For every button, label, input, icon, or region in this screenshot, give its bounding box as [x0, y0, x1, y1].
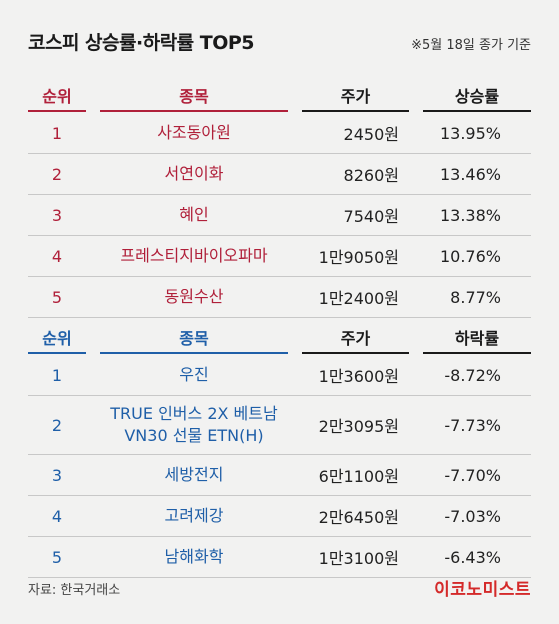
price-cell: 2450원 [343, 125, 399, 144]
table-row: 3 혜인 7540원 13.38% [28, 195, 531, 236]
rate-cell: -7.73% [444, 415, 501, 435]
name-cell: 서연이화 [164, 164, 224, 184]
rate-cell: 13.46% [439, 164, 501, 184]
rank-cell: 4 [51, 246, 63, 266]
table-row: 1 사조동아원 2450원 13.95% [28, 113, 531, 154]
header-rank: 순위 [28, 81, 86, 112]
fall-table-header: 순위 종목 주가 하락률 [28, 322, 531, 355]
header-rate: 하락률 [423, 323, 531, 354]
rank-cell: 1 [51, 123, 63, 143]
publisher-logo: 이코노미스트 [434, 580, 531, 600]
table-row: 4 고려제강 2만6450원 -7.03% [28, 496, 531, 537]
table-row: 3 세방전지 6만1100원 -7.70% [28, 455, 531, 496]
price-cell: 2만3095원 [318, 417, 399, 436]
rate-cell: -7.03% [444, 506, 501, 526]
price-cell: 1만3100원 [318, 549, 399, 568]
price-cell: 2만6450원 [318, 508, 399, 527]
header-rank: 순위 [28, 323, 86, 354]
name-cell: 남해화학 [164, 547, 224, 567]
header-rate: 상승률 [423, 81, 531, 112]
rank-cell: 4 [51, 506, 63, 526]
price-cell: 7540원 [343, 207, 399, 226]
rank-cell: 5 [51, 547, 63, 567]
price-cell: 1만9050원 [318, 248, 399, 267]
header-name: 종목 [100, 323, 288, 354]
header-name: 종목 [100, 81, 288, 112]
table-row: 1 우진 1만3600원 -8.72% [28, 355, 531, 396]
page-title: 코스피 상승률·하락률 TOP5 [28, 32, 255, 54]
table-row: 4 프레스티지바이오파마 1만9050원 10.76% [28, 236, 531, 277]
table-row: 2 서연이화 8260원 13.46% [28, 154, 531, 195]
date-note: ※5월 18일 종가 기준 [411, 38, 531, 53]
name-cell: 프레스티지바이오파마 [120, 246, 268, 266]
rate-cell: -7.70% [444, 465, 501, 485]
header-price: 주가 [302, 323, 409, 354]
rank-cell: 5 [51, 287, 63, 307]
fall-table: 순위 종목 주가 하락률 1 우진 1만3600원 -8.72% 2 TRUE … [28, 322, 531, 578]
name-cell: 사조동아원 [157, 123, 231, 143]
name-cell: 혜인 [179, 205, 209, 225]
rate-cell: 10.76% [439, 246, 501, 266]
rate-cell: 13.95% [439, 123, 501, 143]
name-cell: 세방전지 [164, 465, 224, 485]
rate-cell: 8.77% [450, 287, 501, 307]
rank-cell: 3 [51, 465, 63, 485]
rank-cell: 2 [51, 164, 63, 184]
price-cell: 1만2400원 [318, 289, 399, 308]
rate-cell: -6.43% [444, 547, 501, 567]
name-line-1: TRUE 인버스 2X 베트남 [110, 404, 278, 424]
name-cell: 고려제강 [164, 506, 224, 526]
rank-cell: 3 [51, 205, 63, 225]
name-cell: TRUE 인버스 2X 베트남 VN30 선물 ETN(H) [100, 403, 288, 446]
name-cell: 우진 [179, 365, 209, 385]
name-cell: 동원수산 [164, 287, 224, 307]
rank-cell: 1 [51, 365, 63, 385]
table-row: 5 남해화학 1만3100원 -6.43% [28, 537, 531, 578]
rank-cell: 2 [51, 415, 63, 435]
price-cell: 1만3600원 [318, 367, 399, 386]
rise-table: 순위 종목 주가 상승률 1 사조동아원 2450원 13.95% 2 서연이화… [28, 80, 531, 318]
rate-cell: -8.72% [444, 365, 501, 385]
price-cell: 8260원 [343, 166, 399, 185]
rise-table-header: 순위 종목 주가 상승률 [28, 80, 531, 113]
source-note: 자료: 한국거래소 [28, 583, 121, 598]
table-row: 5 동원수산 1만2400원 8.77% [28, 277, 531, 318]
header-price: 주가 [302, 81, 409, 112]
price-cell: 6만1100원 [318, 467, 399, 486]
name-line-2: VN30 선물 ETN(H) [124, 426, 264, 445]
table-row: 2 TRUE 인버스 2X 베트남 VN30 선물 ETN(H) 2만3095원… [28, 396, 531, 455]
rate-cell: 13.38% [439, 205, 501, 225]
